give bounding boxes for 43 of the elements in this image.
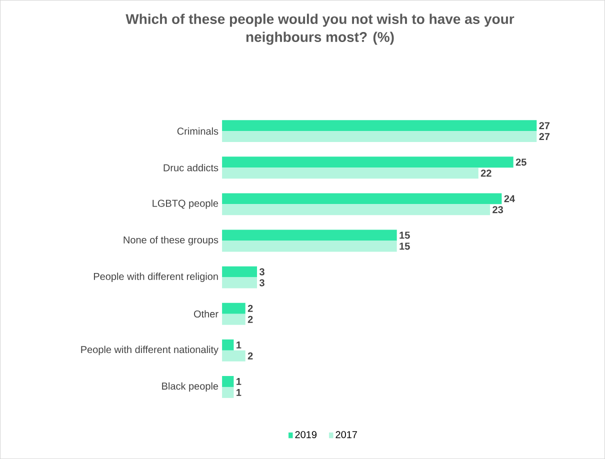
- bar: [222, 204, 490, 216]
- data-label: 25: [516, 158, 526, 166]
- y-tick-label: LGBTQ people: [152, 199, 218, 209]
- y-tick-label: Black people: [162, 382, 218, 392]
- y-tick-label: Criminals: [177, 127, 218, 135]
- y-tick-label: Druc addicts: [164, 164, 218, 172]
- data-label: 2: [248, 352, 253, 360]
- y-tick-label: People with different religion: [94, 272, 218, 282]
- bar: [222, 350, 246, 362]
- data-label: 1: [236, 341, 242, 348]
- data-label: 15: [400, 242, 410, 250]
- data-label: 23: [492, 206, 504, 214]
- bar: [222, 131, 537, 142]
- data-label: 22: [480, 170, 492, 177]
- bar: [222, 230, 397, 241]
- bar: [222, 120, 537, 132]
- legend-label: 2017: [336, 431, 357, 438]
- chart-title: Which of these people would you not wish to have as your neighbours most? (%): [126, 14, 514, 45]
- bar: [222, 339, 234, 350]
- data-label: 2: [248, 304, 253, 312]
- data-label: 3: [259, 268, 264, 276]
- data-label: 27: [539, 133, 550, 140]
- data-label: 1: [236, 378, 242, 385]
- data-label: 15: [400, 232, 410, 239]
- bar: [222, 156, 514, 168]
- bar: [222, 302, 246, 314]
- bar: [222, 314, 246, 325]
- bar: [222, 376, 234, 387]
- bar: [222, 386, 234, 398]
- data-label: 24: [504, 195, 515, 202]
- y-tick-label: People with different nationality: [81, 346, 218, 356]
- bar: [222, 168, 478, 179]
- bar: [222, 193, 502, 204]
- data-label: 2: [248, 316, 253, 323]
- legend-label: 2019: [295, 431, 317, 438]
- bar: [222, 240, 397, 252]
- data-label: 3: [259, 279, 264, 286]
- y-tick-label: None of these groups: [124, 236, 218, 246]
- data-label: 27: [539, 122, 550, 130]
- data-label: 1: [236, 388, 242, 396]
- bar: [222, 266, 258, 278]
- y-tick-label: Other: [194, 310, 218, 318]
- bar: [222, 277, 258, 288]
